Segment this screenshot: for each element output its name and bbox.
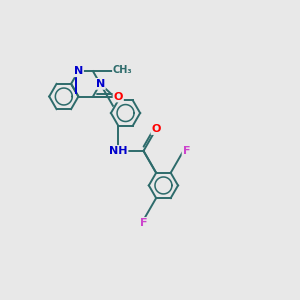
Text: NH: NH: [109, 146, 128, 156]
Text: O: O: [114, 92, 123, 101]
Text: F: F: [183, 146, 190, 156]
Text: N: N: [74, 66, 83, 76]
Text: N: N: [96, 79, 105, 89]
Text: O: O: [152, 124, 161, 134]
Text: CH₃: CH₃: [113, 65, 133, 75]
Text: F: F: [140, 218, 147, 228]
